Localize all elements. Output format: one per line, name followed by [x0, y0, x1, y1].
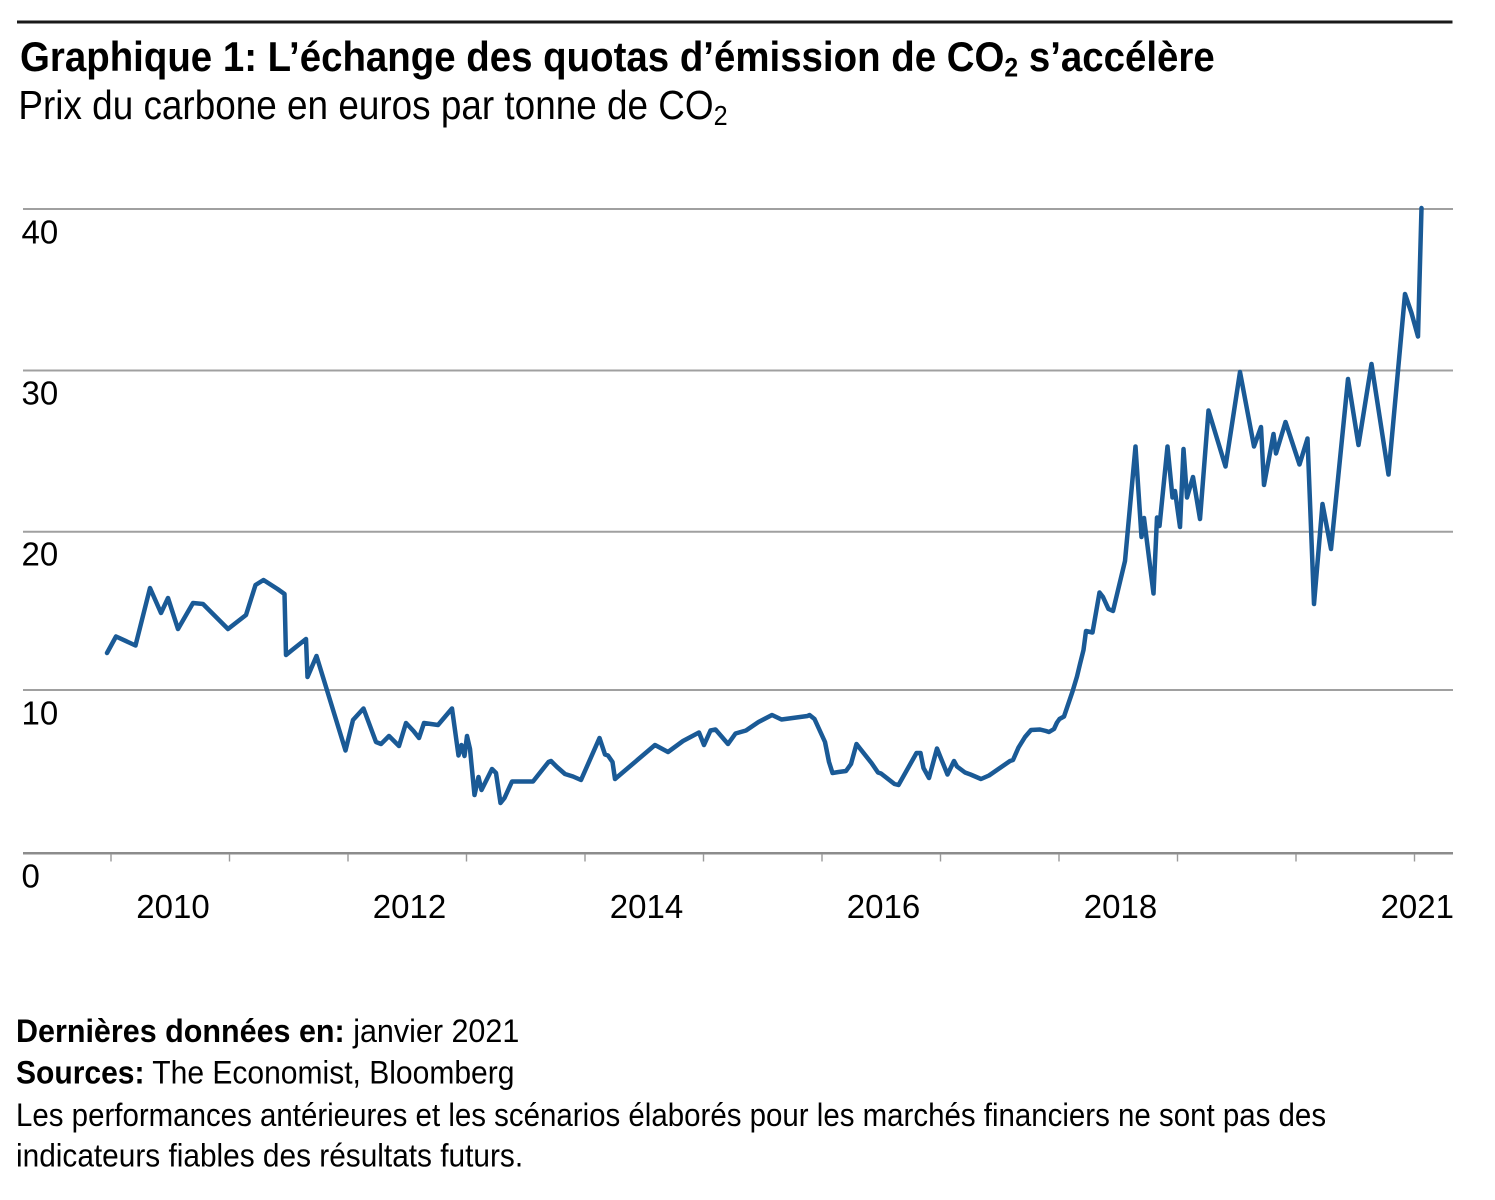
- svg-text:10: 10: [22, 695, 59, 732]
- svg-text:Dernières données en: janvier: Dernières données en: janvier 2021: [16, 1013, 519, 1049]
- svg-text:2010: 2010: [136, 888, 209, 925]
- svg-text:30: 30: [22, 375, 59, 412]
- svg-text:indicateurs fiables des résult: indicateurs fiables des résultats futurs…: [16, 1138, 523, 1174]
- svg-text:2014: 2014: [610, 888, 683, 925]
- svg-text:2018: 2018: [1084, 888, 1157, 925]
- svg-text:Sources: The Economist, Bloomb: Sources: The Economist, Bloomberg: [16, 1055, 514, 1091]
- svg-text:Prix du carbone en euros par t: Prix du carbone en euros par tonne de CO…: [18, 83, 727, 131]
- svg-text:20: 20: [22, 536, 59, 573]
- svg-text:Les performances antérieures e: Les performances antérieures et les scén…: [16, 1097, 1326, 1133]
- svg-text:40: 40: [22, 214, 59, 251]
- svg-text:Graphique 1: L’échange des quo: Graphique 1: L’échange des quotas d’émis…: [20, 33, 1215, 82]
- svg-text:2012: 2012: [373, 888, 446, 925]
- svg-text:2021: 2021: [1381, 888, 1454, 925]
- svg-text:2016: 2016: [847, 888, 920, 925]
- svg-text:0: 0: [22, 858, 40, 895]
